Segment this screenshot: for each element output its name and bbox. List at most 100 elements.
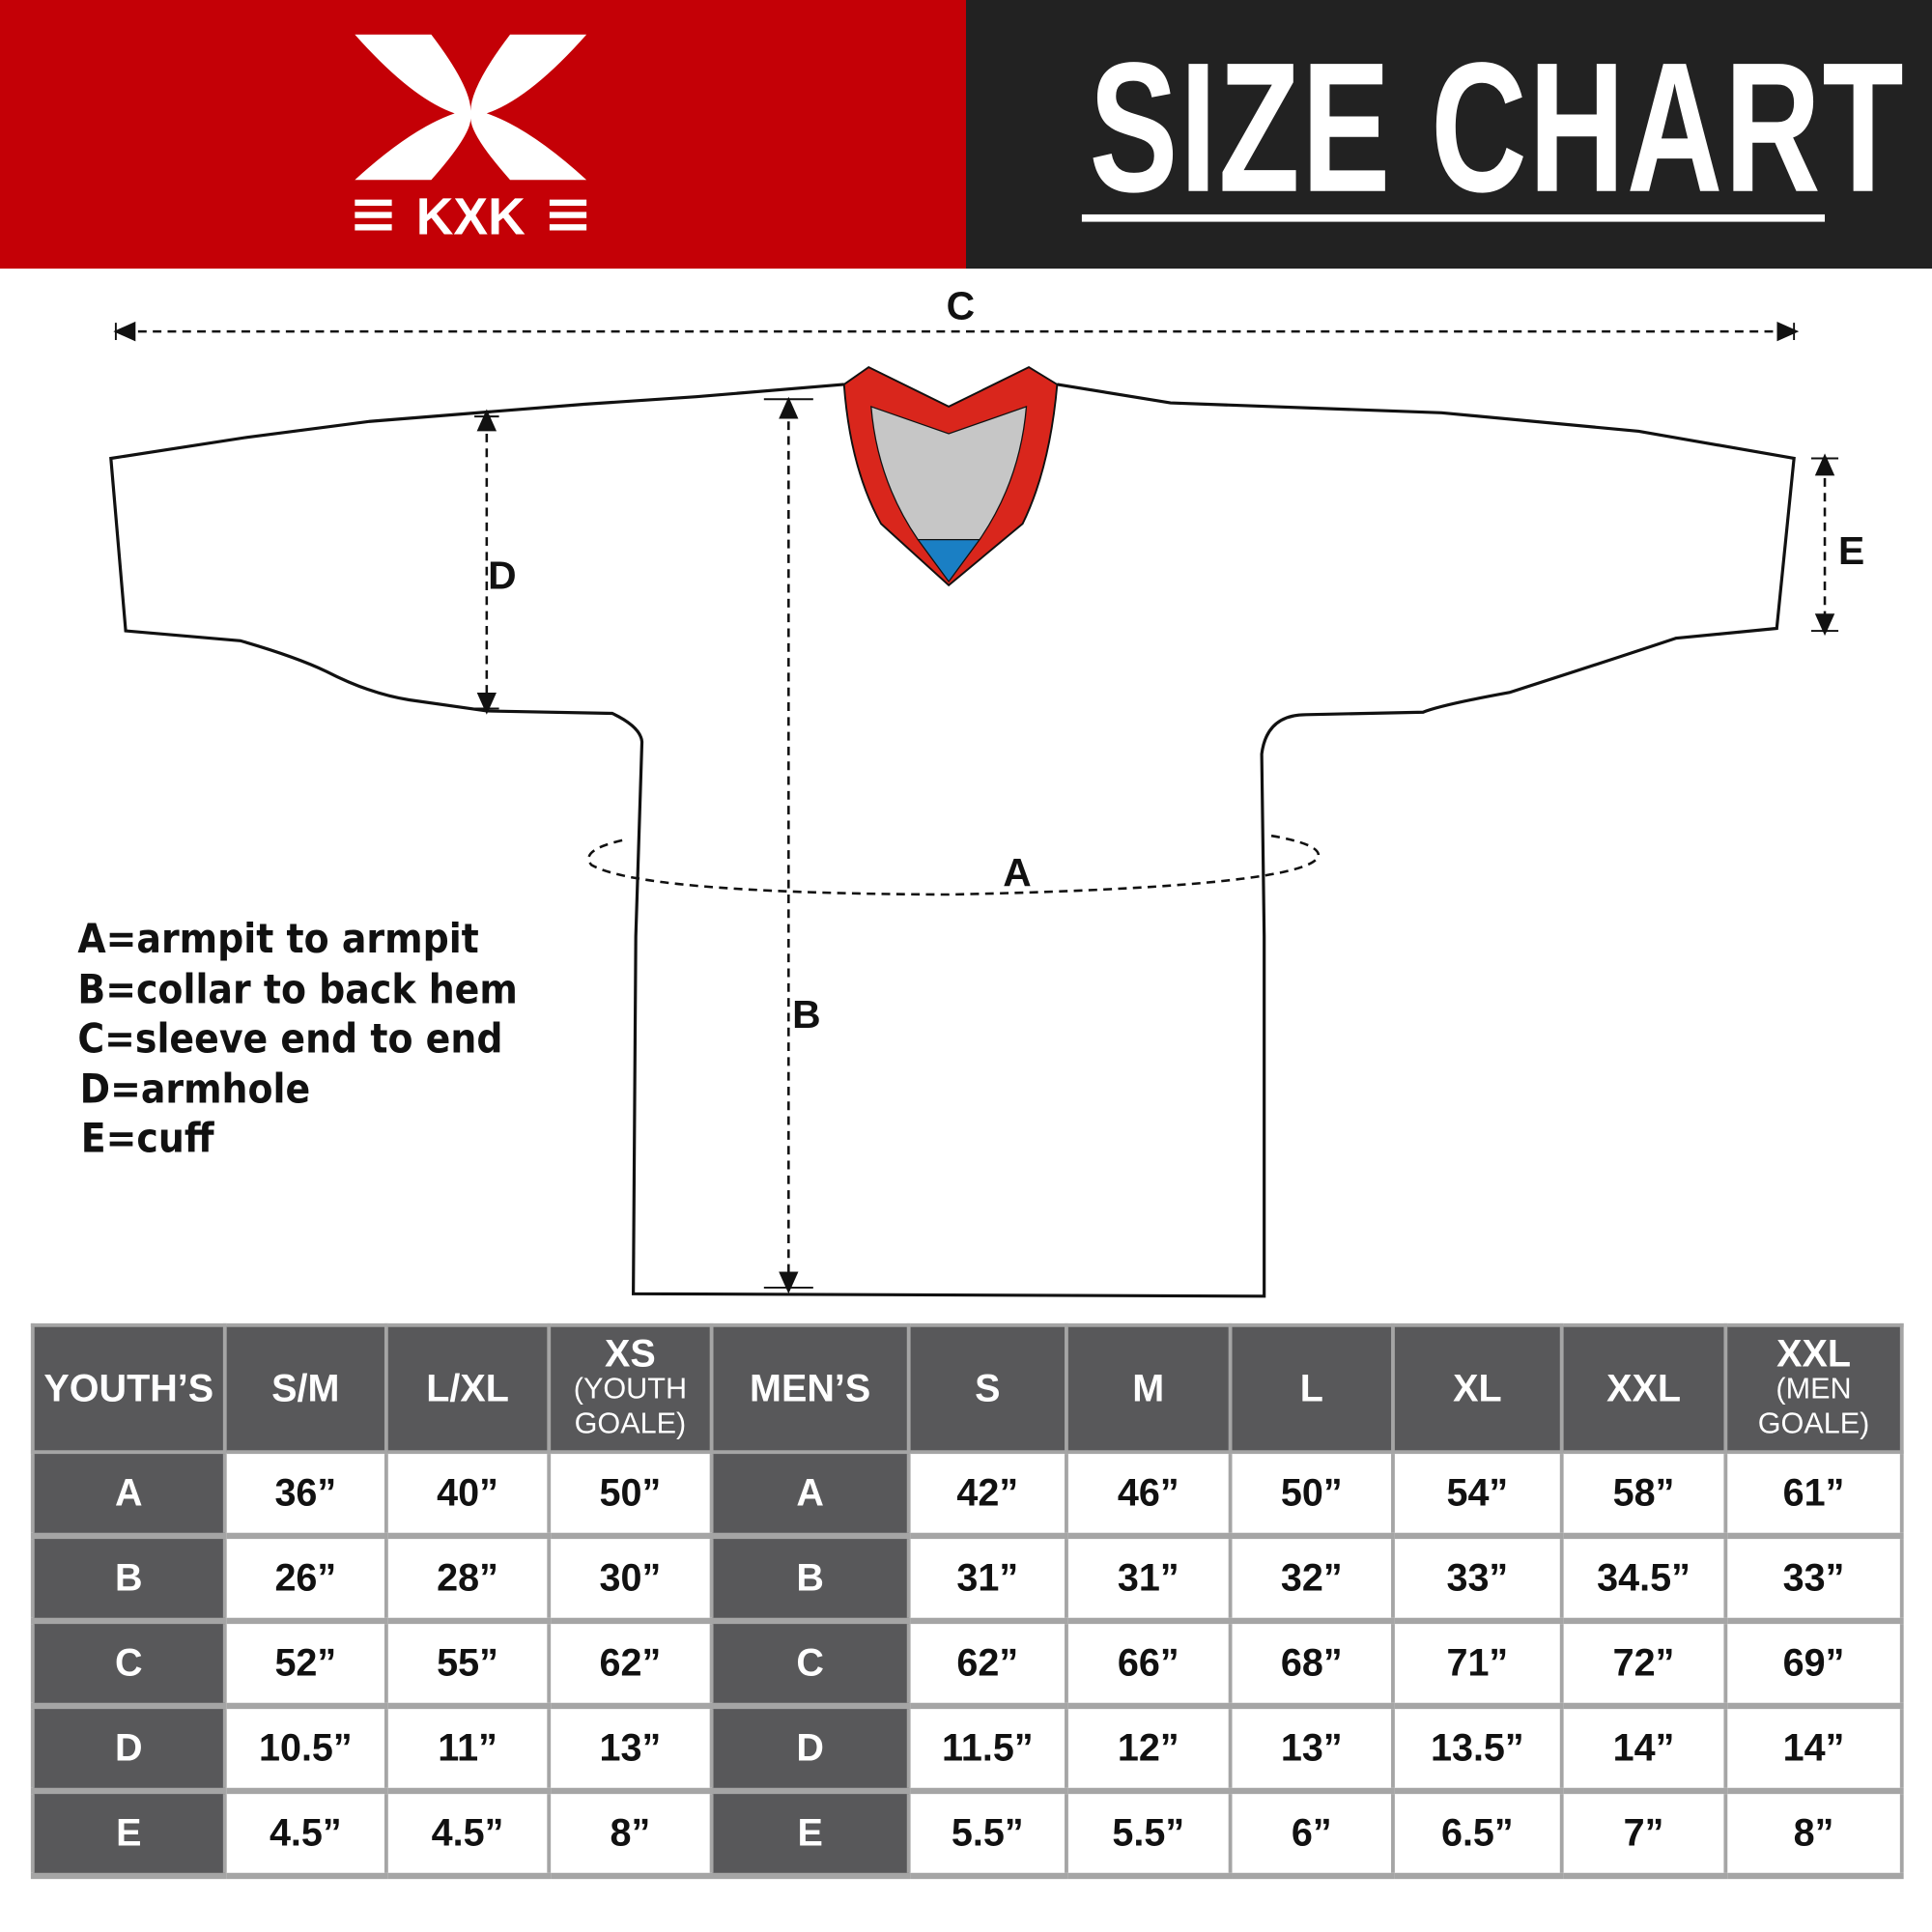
table-cell: 11” — [384, 1704, 552, 1795]
column-header: L — [1228, 1322, 1395, 1455]
column-header-label: S/M — [271, 1366, 340, 1410]
column-header: L/XL — [384, 1322, 552, 1455]
table-cell: 68” — [1228, 1619, 1395, 1710]
header-title-panel — [965, 0, 1932, 270]
column-header-label: XL — [1453, 1366, 1502, 1410]
table-cell: 5.5” — [906, 1789, 1068, 1880]
table-cell: 14” — [1723, 1704, 1904, 1795]
table-row: A 36” 40” 50” A 42” 46” 50” 54” 58” 61” — [30, 1450, 1904, 1540]
table-cell: 31” — [906, 1534, 1068, 1625]
table-cell: 40” — [384, 1450, 552, 1540]
table-cell: 71” — [1391, 1619, 1564, 1710]
table-cell: 13.5” — [1391, 1704, 1564, 1795]
table-cell: 10.5” — [222, 1704, 388, 1795]
row-label: E — [709, 1789, 911, 1880]
label-a: A — [1003, 850, 1032, 895]
column-header-label: XS — [605, 1331, 656, 1376]
column-header-label: M — [1132, 1366, 1165, 1410]
column-header-sub: (YOUTH GOALE) — [573, 1372, 688, 1441]
label-c: C — [946, 283, 976, 328]
table-row: B 26” 28” 30” B 31” 31” 32” 33” 34.5” 33” — [30, 1534, 1904, 1625]
table-cell: 55” — [384, 1619, 552, 1710]
column-header: S — [906, 1322, 1068, 1455]
legend-item: B=collar to back hem — [77, 964, 518, 1012]
column-header: S/M — [222, 1322, 388, 1455]
collar — [842, 365, 1059, 587]
table-cell: 50” — [1228, 1450, 1395, 1540]
column-header-sub: (MEN GOALE) — [1757, 1372, 1870, 1441]
column-header-label: XXL — [1606, 1366, 1681, 1410]
row-label: B — [709, 1534, 911, 1625]
table-cell: 61” — [1723, 1450, 1904, 1540]
row-label: A — [30, 1450, 227, 1540]
row-label: B — [30, 1534, 227, 1625]
jersey-diagram — [109, 321, 1839, 1298]
table-cell: 31” — [1065, 1534, 1233, 1625]
title-underline — [1081, 213, 1826, 222]
table-cell: 6” — [1228, 1789, 1395, 1880]
table-cell: 36” — [222, 1450, 388, 1540]
table-cell: 52” — [222, 1619, 388, 1710]
column-header: MEN’S — [709, 1322, 911, 1455]
column-header-label: XXL — [1776, 1331, 1851, 1376]
column-header-label: YOUTH’S — [43, 1366, 214, 1410]
table-cell: 7” — [1559, 1789, 1728, 1880]
table-cell: 62” — [547, 1619, 714, 1710]
table-cell: 13” — [547, 1704, 714, 1795]
column-header-label: S — [975, 1366, 1001, 1410]
jersey-outline — [109, 383, 1796, 1298]
measure-a-ellipse — [587, 834, 1321, 896]
label-d: D — [488, 553, 517, 598]
table-cell: 42” — [906, 1450, 1068, 1540]
table-cell: 50” — [547, 1450, 714, 1540]
table-cell: 46” — [1065, 1450, 1233, 1540]
legend-item: E=cuff — [80, 1114, 214, 1162]
table-header-row: YOUTH’S S/M L/XL XS (YOUTH GOALE) MEN’S S M L XL X… — [30, 1322, 1904, 1455]
table-cell: 33” — [1723, 1534, 1904, 1625]
legend-item: A=armpit to armpit — [77, 914, 479, 963]
table-cell: 32” — [1228, 1534, 1395, 1625]
column-header: XS (YOUTH GOALE) — [547, 1322, 714, 1455]
table-cell: 58” — [1559, 1450, 1728, 1540]
header-brand-panel: KXK — [0, 0, 966, 270]
table-cell: 12” — [1065, 1704, 1233, 1795]
table-cell: 8” — [1723, 1789, 1904, 1880]
table-cell: 14” — [1559, 1704, 1728, 1795]
table-cell: 5.5” — [1065, 1789, 1233, 1880]
column-header: M — [1065, 1322, 1233, 1455]
table-cell: 69” — [1723, 1619, 1904, 1710]
table-cell: 4.5” — [222, 1789, 388, 1880]
table-cell: 62” — [906, 1619, 1068, 1710]
column-header-label: L — [1299, 1366, 1323, 1410]
table-cell: 28” — [384, 1534, 552, 1625]
table-cell: 33” — [1391, 1534, 1564, 1625]
page-title: SIZE CHART — [1089, 23, 1906, 231]
table-row: D 10.5” 11” 13” D 11.5” 12” 13” 13.5” 14” 14” — [30, 1704, 1904, 1795]
table-row: E 4.5” 4.5” 8” E 5.5” 5.5” 6” 6.5” 7” 8” — [30, 1789, 1904, 1880]
logo-wordmark: KXK — [416, 188, 526, 245]
row-label: A — [709, 1450, 911, 1540]
table-cell: 72” — [1559, 1619, 1728, 1710]
table-cell: 66” — [1065, 1619, 1233, 1710]
label-b: B — [792, 991, 821, 1037]
row-label: C — [30, 1619, 227, 1710]
legend-item: C=sleeve end to end — [77, 1013, 503, 1063]
table-cell: 34.5” — [1559, 1534, 1728, 1625]
table-cell: 4.5” — [384, 1789, 552, 1880]
column-header: XXL (MEN GOALE) — [1723, 1322, 1904, 1455]
table-cell: 11.5” — [906, 1704, 1068, 1795]
legend-item: D=armhole — [79, 1064, 311, 1113]
row-label: D — [709, 1704, 911, 1795]
table-row: C 52” 55” 62” C 62” 66” 68” 71” 72” 69” — [30, 1619, 1904, 1710]
column-header-label: L/XL — [426, 1366, 509, 1410]
column-header-label: MEN’S — [750, 1366, 871, 1410]
table-cell: 6.5” — [1391, 1789, 1564, 1880]
row-label: E — [30, 1789, 227, 1880]
label-e: E — [1838, 528, 1865, 574]
column-header: YOUTH’S — [30, 1322, 227, 1455]
measurement-legend: A=armpit to armpit B=collar to back hem … — [77, 914, 566, 1163]
table-cell: 30” — [547, 1534, 714, 1625]
table-cell: 26” — [222, 1534, 388, 1625]
column-header: XL — [1391, 1322, 1564, 1455]
table-cell: 8” — [547, 1789, 714, 1880]
